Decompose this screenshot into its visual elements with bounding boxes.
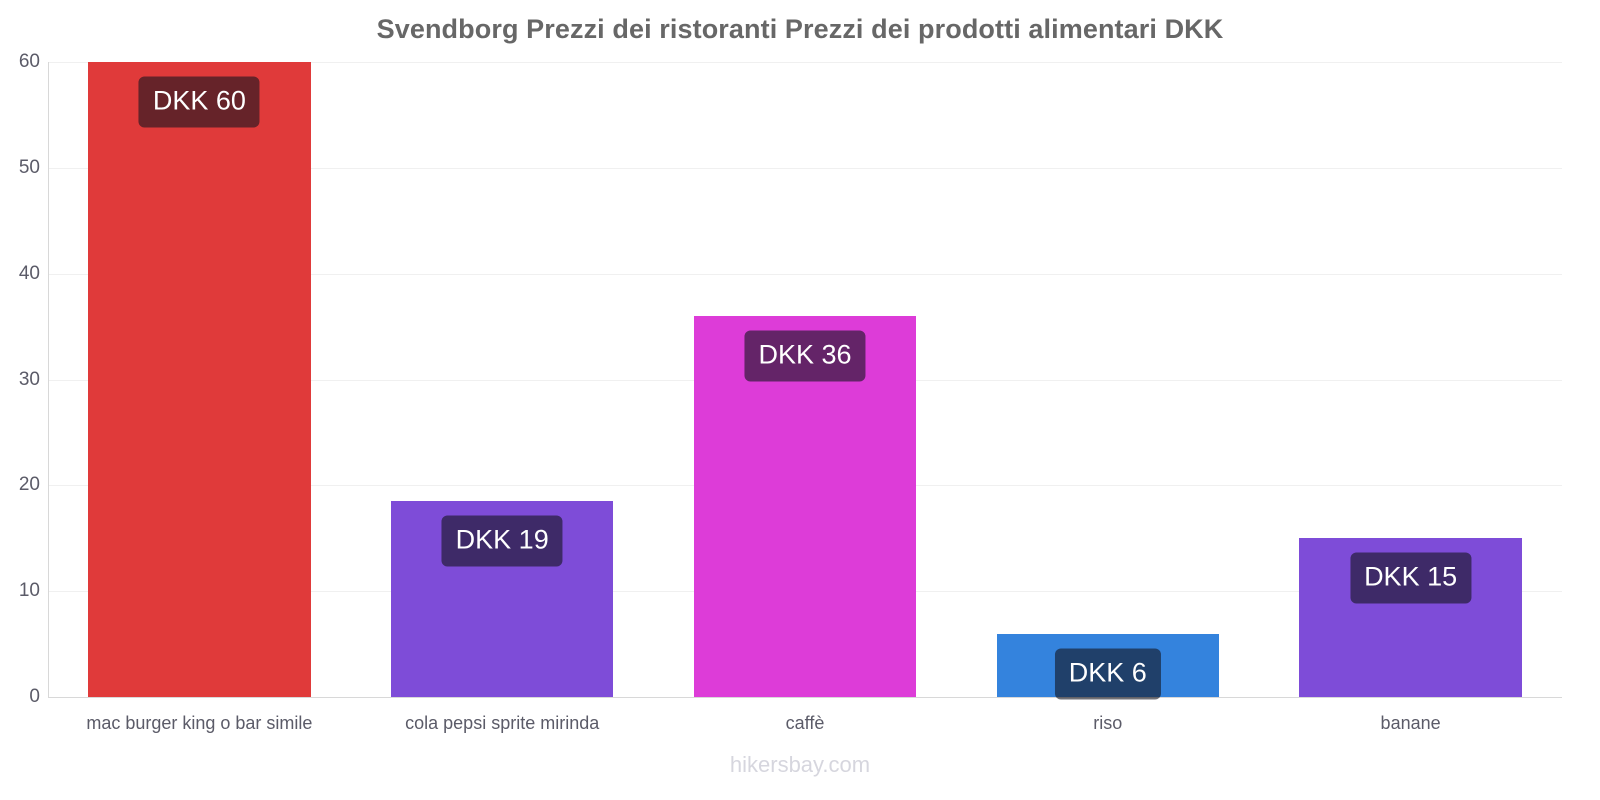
bar-value-label: DKK 36 [744, 330, 866, 382]
x-tick-label: banane [1380, 713, 1441, 733]
chart-title: Svendborg Prezzi dei ristoranti Prezzi d… [376, 14, 1224, 44]
gridline [48, 167, 1562, 169]
y-tick-label: 0 [29, 686, 40, 707]
y-axis-line [48, 62, 49, 698]
bar[interactable] [88, 62, 311, 697]
gridline [48, 62, 1562, 63]
x-tick-label: mac burger king o bar simile [86, 713, 313, 733]
y-tick-label: 10 [18, 580, 40, 602]
bar-value-label: DKK 15 [1350, 552, 1472, 604]
y-tick-label: 50 [18, 156, 40, 178]
y-tick-label: 20 [18, 474, 40, 496]
bar-value-label: DKK 60 [138, 76, 260, 128]
y-tick-label: 40 [18, 262, 40, 284]
y-tick-label: 30 [18, 368, 40, 390]
x-tick-label: cola pepsi sprite mirinda [405, 713, 600, 733]
bar-value-label: DKK 6 [1054, 648, 1161, 699]
gridline [48, 273, 1562, 275]
footer-watermark: hikersbay.com [729, 752, 871, 777]
y-axis: 0 10 20 30 40 50 60 [0, 0, 40, 800]
bar-value-label: DKK 19 [441, 515, 563, 567]
x-tick-label: caffè [785, 713, 825, 733]
x-axis-line [48, 697, 1562, 698]
x-tick-label: riso [1093, 713, 1123, 733]
y-tick-label: 60 [18, 51, 40, 72]
